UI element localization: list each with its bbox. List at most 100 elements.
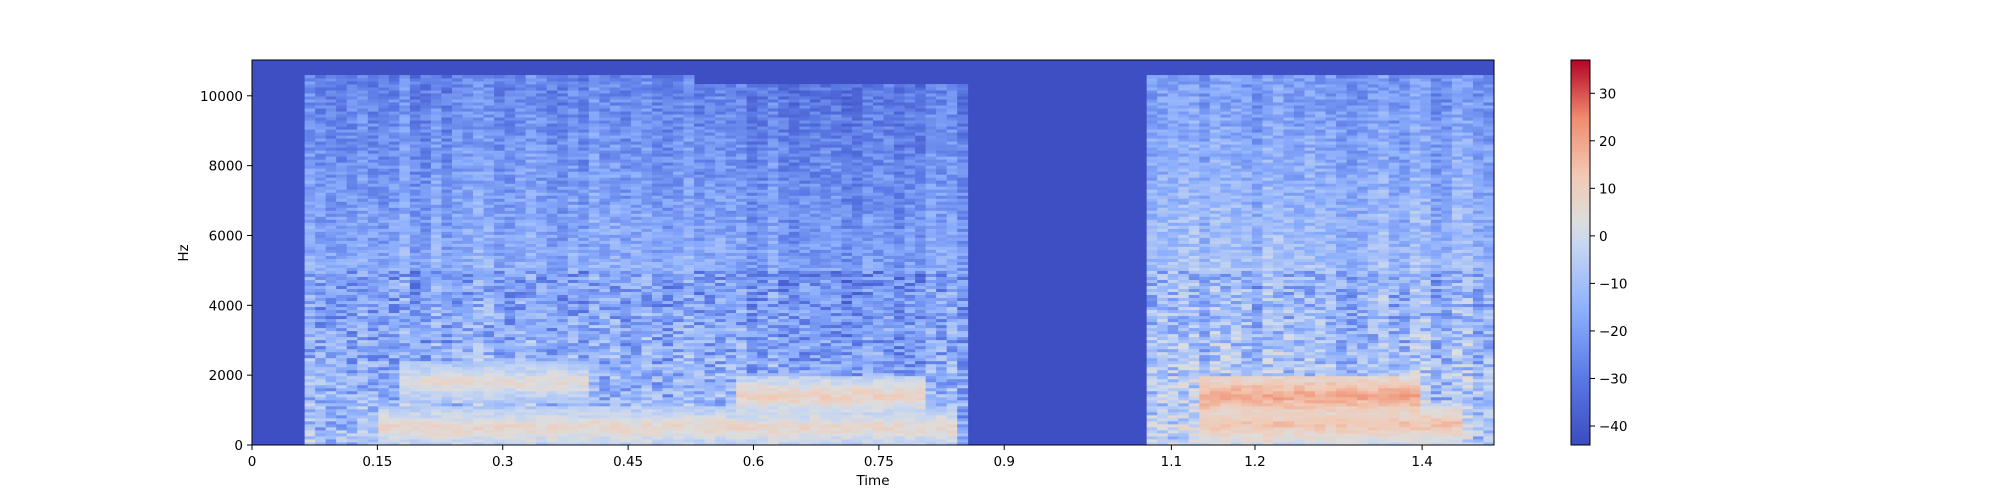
spectrogram-cell xyxy=(430,168,442,172)
spectrogram-cell xyxy=(546,336,558,341)
spectrogram-cell xyxy=(409,90,421,94)
spectrogram-cell xyxy=(630,339,642,344)
spectrogram-cell xyxy=(441,252,453,256)
spectrogram-cell xyxy=(630,231,642,235)
spectrogram-cell xyxy=(525,183,537,187)
spectrogram-cell xyxy=(704,189,716,193)
spectrogram-cell xyxy=(725,423,737,428)
spectrogram-cell xyxy=(441,204,453,208)
spectrogram-cell xyxy=(378,369,390,374)
spectrogram-cell xyxy=(325,180,337,184)
spectrogram-cell xyxy=(473,213,484,217)
spectrogram-cell xyxy=(515,369,527,374)
spectrogram-cell xyxy=(567,408,579,413)
spectrogram-cell xyxy=(325,384,337,389)
spectrogram-cell xyxy=(588,75,600,79)
spectrogram-cell xyxy=(599,336,611,341)
spectrogram-cell xyxy=(546,93,558,97)
spectrogram-cell xyxy=(441,282,453,286)
spectrogram-cell xyxy=(346,87,358,91)
spectrogram-cell xyxy=(641,405,653,410)
spectrogram-cell xyxy=(599,114,611,118)
spectrogram-cell xyxy=(420,258,432,262)
spectrogram-cell xyxy=(725,345,737,350)
spectrogram-cell xyxy=(304,213,316,217)
spectrogram-cell xyxy=(399,285,411,289)
spectrogram-cell xyxy=(525,165,537,169)
spectrogram-cell xyxy=(315,243,327,247)
spectrogram-cell xyxy=(325,381,337,386)
spectrogram-cell xyxy=(673,333,684,338)
spectrogram-cell xyxy=(578,333,590,338)
spectrogram-cell xyxy=(578,297,590,302)
spectrogram-cell xyxy=(567,222,579,226)
spectrogram-cell xyxy=(451,279,463,283)
spectrogram-cell xyxy=(651,381,663,386)
spectrogram-cell xyxy=(420,171,432,175)
spectrogram-cell xyxy=(462,258,474,262)
spectrogram-cell xyxy=(504,213,516,217)
spectrogram-cell xyxy=(441,132,453,136)
spectrogram-cell xyxy=(620,138,632,142)
spectrogram-cell xyxy=(378,351,390,356)
spectrogram-cell xyxy=(483,111,495,115)
spectrogram-cell xyxy=(325,357,337,362)
spectrogram-cell xyxy=(609,174,621,178)
spectrogram-cell xyxy=(704,171,716,175)
spectrogram-cell xyxy=(557,243,569,247)
spectrogram-cell xyxy=(715,231,727,235)
spectrogram-cell xyxy=(641,411,653,416)
spectrogram-cell xyxy=(346,213,358,217)
spectrogram-cell xyxy=(504,309,516,314)
spectrogram-cell xyxy=(388,294,400,299)
spectrogram-cell xyxy=(409,93,421,97)
spectrogram-cell xyxy=(683,273,695,277)
spectrogram-cell xyxy=(315,387,327,392)
spectrogram-cell xyxy=(567,363,579,368)
spectrogram-cell xyxy=(483,183,495,187)
spectrogram-cell xyxy=(483,228,495,232)
spectrogram-cell xyxy=(557,360,569,365)
spectrogram-cell xyxy=(567,429,579,434)
spectrogram-cell xyxy=(694,210,705,214)
spectrogram-cell xyxy=(609,114,621,118)
spectrogram-cell xyxy=(388,420,400,425)
spectrogram-cell xyxy=(546,306,558,311)
spectrogram-cell xyxy=(620,423,632,428)
spectrogram-cell xyxy=(367,441,379,446)
spectrogram-cell xyxy=(704,96,716,100)
spectrogram-cell xyxy=(673,141,684,145)
spectrogram-cell xyxy=(420,204,432,208)
spectrogram-cell xyxy=(357,192,369,196)
spectrogram-cell xyxy=(609,147,621,151)
spectrogram-cell xyxy=(694,204,705,208)
spectrogram-cell xyxy=(399,342,411,347)
spectrogram-cell xyxy=(315,390,327,395)
spectrogram-cell xyxy=(504,429,516,434)
spectrogram-cell xyxy=(641,417,653,422)
spectrogram-cell xyxy=(651,294,663,299)
spectrogram-cell xyxy=(641,177,653,181)
spectrogram-cell xyxy=(504,222,516,226)
spectrogram-cell xyxy=(704,354,716,359)
spectrogram-cell xyxy=(494,288,506,292)
spectrogram-cell xyxy=(557,90,569,94)
spectrogram-cell xyxy=(420,387,432,392)
spectrogram-cell xyxy=(483,390,495,395)
spectrogram-cell xyxy=(420,345,432,350)
spectrogram-cell xyxy=(367,387,379,392)
spectrogram-cell xyxy=(630,156,642,160)
spectrogram-cell xyxy=(599,108,611,112)
spectrogram-cell xyxy=(399,348,411,353)
spectrogram-cell xyxy=(494,300,506,305)
spectrogram-cell xyxy=(473,204,484,208)
spectrogram-cell xyxy=(357,225,369,229)
spectrogram-cell xyxy=(399,225,411,229)
spectrogram-cell xyxy=(420,264,432,268)
spectrogram-cell xyxy=(441,162,453,166)
spectrogram-cell xyxy=(346,270,358,274)
spectrogram-cell xyxy=(704,315,716,320)
spectrogram-cell xyxy=(609,96,621,100)
spectrogram-cell xyxy=(451,192,463,196)
spectrogram-cell xyxy=(651,324,663,329)
